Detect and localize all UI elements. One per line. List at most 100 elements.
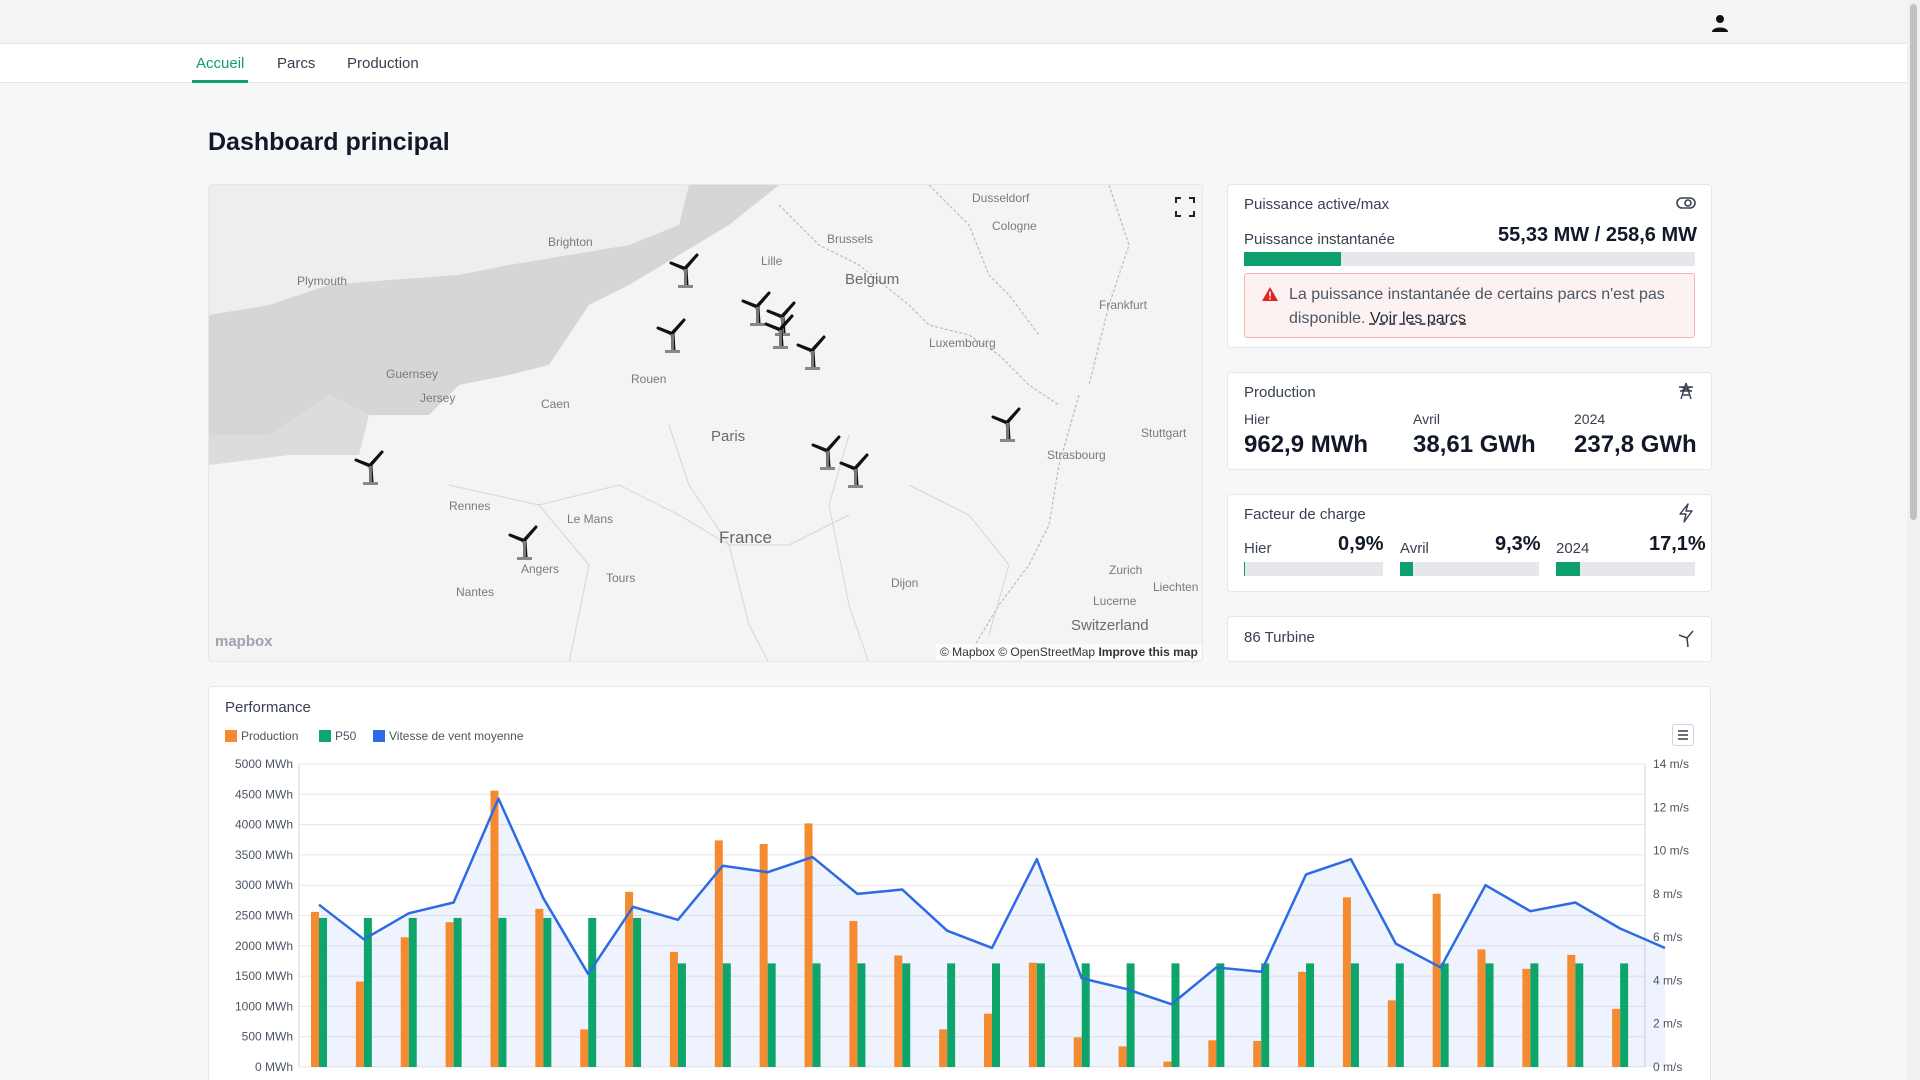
turbine-marker[interactable] — [989, 405, 1025, 445]
chart-menu-button[interactable] — [1672, 724, 1694, 746]
power-title: Puissance active/max — [1244, 196, 1390, 213]
map-label-luxembourg: Luxembourg — [929, 336, 996, 350]
page-title: Dashboard principal — [208, 128, 450, 156]
legend-production[interactable]: Production — [225, 729, 298, 743]
load-factor-year-label: 2024 — [1556, 540, 1590, 557]
load-factor-yesterday-bar — [1244, 562, 1383, 576]
p50-bar — [677, 963, 686, 1067]
legend-p50[interactable]: P50 — [319, 729, 356, 743]
production-bar — [1073, 1037, 1082, 1067]
y-left-tick-label: 1000 MWh — [235, 999, 293, 1013]
turbine-marker[interactable] — [654, 316, 690, 356]
production-card: Production Hier 962,9 MWh Avril 38,61 GW… — [1227, 372, 1712, 470]
power-bar — [1244, 252, 1695, 266]
map-label-belgium: Belgium — [845, 271, 900, 288]
scrollbar-thumb[interactable] — [1910, 4, 1917, 520]
p50-bar — [543, 917, 552, 1067]
turbine-icon — [1678, 630, 1694, 648]
map-label-cologne: Cologne — [992, 219, 1037, 233]
gauge-icon — [1676, 197, 1696, 209]
y-left-tick-label: 2000 MWh — [235, 939, 293, 953]
map-label-dijon: Dijon — [891, 576, 919, 590]
y-right-tick-label: 6 m/s — [1653, 930, 1682, 944]
production-bar — [355, 981, 364, 1067]
transmission-tower-icon — [1679, 382, 1693, 400]
p50-bar — [767, 963, 776, 1067]
map-label-dusseldorf: Dusseldorf — [972, 191, 1030, 205]
load-factor-month-label: Avril — [1400, 540, 1429, 557]
turbine-marker[interactable] — [739, 289, 775, 329]
turbine-marker[interactable] — [809, 433, 845, 473]
p50-bar — [1485, 963, 1494, 1067]
p50-bar — [498, 917, 507, 1067]
y-right-tick-label: 8 m/s — [1653, 887, 1682, 901]
user-icon[interactable] — [1709, 12, 1731, 34]
production-title: Production — [1244, 384, 1316, 401]
map-attribution: © Mapbox © OpenStreetMap Improve this ma… — [936, 644, 1202, 660]
p50-bar — [1306, 963, 1315, 1067]
production-bar — [759, 843, 768, 1067]
load-factor-month-fill — [1400, 562, 1413, 576]
tab-production[interactable]: Production — [347, 55, 419, 72]
load-factor-yesterday-value: 0,9% — [1338, 533, 1384, 555]
turbines-card[interactable]: 86 Turbine — [1227, 616, 1712, 662]
map-label-rouen: Rouen — [631, 372, 667, 386]
improve-map-link[interactable]: Improve this map — [1098, 645, 1198, 659]
see-parks-link[interactable]: Voir les parcs — [1369, 310, 1466, 327]
p50-bar — [1395, 963, 1404, 1067]
y-left-tick-label: 3000 MWh — [235, 878, 293, 892]
p50-bar — [588, 917, 597, 1067]
map-label-strasbourg: Strasbourg — [1047, 448, 1106, 462]
map-label-frankfurt: Frankfurt — [1099, 298, 1148, 312]
map-label-zurich: Zurich — [1109, 563, 1143, 577]
production-bar — [535, 908, 544, 1067]
turbine-marker[interactable] — [837, 451, 873, 491]
map-label-france: France — [719, 528, 772, 547]
mapbox-logo[interactable]: mapbox — [215, 633, 273, 650]
legend-wind-speed[interactable]: Vitesse de vent moyenne — [373, 729, 524, 743]
map-label-tours: Tours — [606, 571, 636, 585]
wind-farm-map[interactable]: Dusseldorf Cologne Brussels Belgium Lill… — [208, 184, 1203, 662]
map-label-plymouth: Plymouth — [297, 274, 348, 288]
production-bar — [1432, 893, 1441, 1067]
production-bar — [580, 1029, 589, 1067]
production-bar — [714, 840, 723, 1067]
load-factor-year-value: 17,1% — [1649, 533, 1706, 555]
production-bar — [1342, 897, 1351, 1067]
scrollbar[interactable] — [1907, 0, 1920, 1080]
production-month-value: 38,61 GWh — [1413, 431, 1536, 458]
turbine-marker[interactable] — [762, 312, 798, 352]
tab-accueil[interactable]: Accueil — [192, 44, 249, 83]
production-yesterday-value: 962,9 MWh — [1244, 431, 1369, 458]
wind-speed-area — [319, 798, 1665, 1067]
turbine-marker[interactable] — [667, 251, 703, 291]
turbine-marker[interactable] — [794, 333, 830, 373]
y-right-tick-label: 0 m/s — [1653, 1060, 1682, 1074]
menu-icon — [1678, 730, 1688, 740]
fullscreen-icon[interactable] — [1172, 194, 1198, 220]
p50-bar — [363, 917, 372, 1067]
production-bar — [1522, 968, 1531, 1067]
y-left-tick-label: 1500 MWh — [235, 969, 293, 983]
tab-parcs[interactable]: Parcs — [277, 55, 316, 72]
y-right-tick-label: 12 m/s — [1653, 800, 1689, 814]
production-year-label: 2024 — [1574, 411, 1606, 427]
p50-bar — [1261, 963, 1270, 1067]
attribution-text[interactable]: © Mapbox © OpenStreetMap — [940, 645, 1096, 659]
map-label-switzerland: Switzerland — [1071, 617, 1149, 634]
production-year-value: 237,8 GWh — [1574, 431, 1697, 458]
p50-bar — [1036, 963, 1045, 1067]
turbine-marker[interactable] — [506, 523, 542, 563]
map-label-liechten: Liechten — [1153, 580, 1199, 594]
map-label-lucerne: Lucerne — [1093, 594, 1137, 608]
map-label-lille: Lille — [761, 254, 783, 268]
p50-bar — [319, 917, 327, 1067]
performance-title: Performance — [225, 699, 311, 716]
p50-bar — [857, 963, 866, 1067]
turbine-marker[interactable] — [352, 448, 388, 488]
production-month-label: Avril — [1413, 411, 1440, 427]
performance-chart: 0 MWh 500 MWh 1000 MWh 1500 MWh 2000 MWh 2500… — [235, 757, 1689, 1074]
top-bar — [0, 0, 1920, 44]
production-bar — [1163, 1061, 1172, 1067]
y-left-tick-label: 2500 MWh — [235, 909, 293, 923]
